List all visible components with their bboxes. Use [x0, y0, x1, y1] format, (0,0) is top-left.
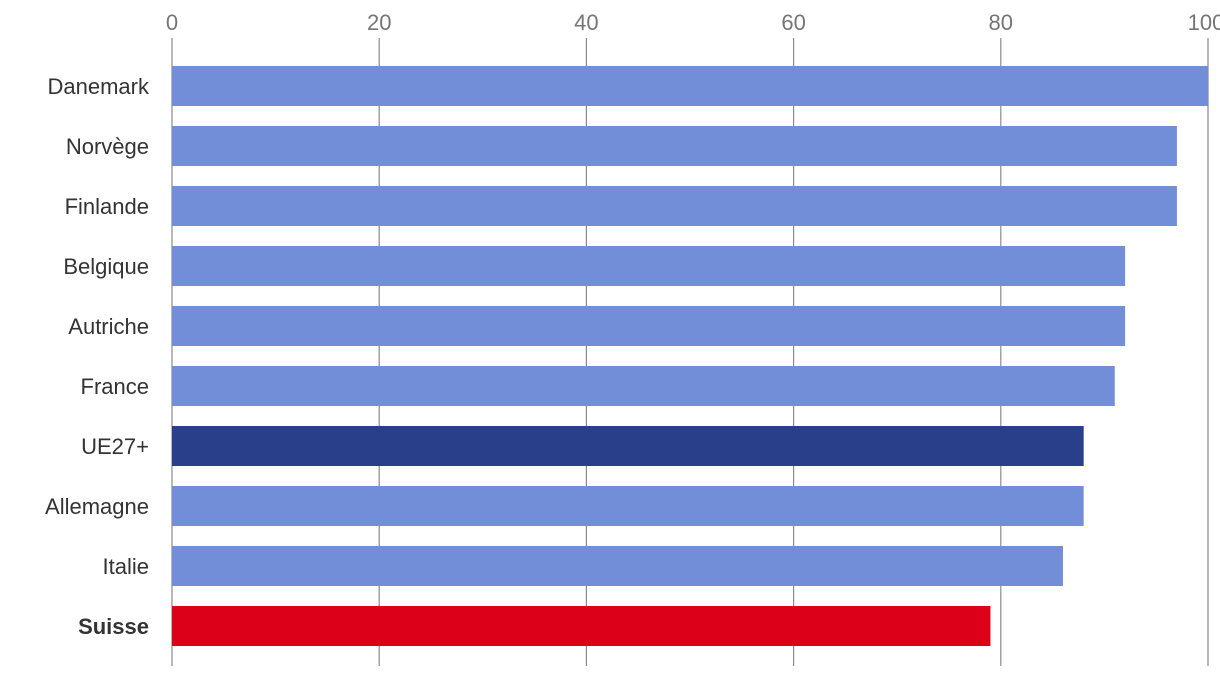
category-label: Allemagne	[45, 494, 149, 519]
x-tick-label: 40	[574, 10, 598, 35]
x-tick-label: 60	[781, 10, 805, 35]
bar-italie	[172, 546, 1063, 586]
bar-norv-ge	[172, 126, 1177, 166]
category-label: France	[81, 374, 149, 399]
x-tick-labels: 0 20 40 60 80 100	[166, 10, 1220, 35]
x-tick-label: 80	[989, 10, 1013, 35]
x-tick-label: 20	[367, 10, 391, 35]
bar-autriche	[172, 306, 1126, 346]
bar-danemark	[172, 66, 1208, 106]
bars	[172, 66, 1208, 646]
category-label: Belgique	[63, 254, 149, 279]
x-tick-label: 0	[166, 10, 178, 35]
category-label: Norvège	[66, 134, 149, 159]
bar-france	[172, 366, 1115, 406]
x-tick-label: 100	[1188, 10, 1220, 35]
category-label: UE27+	[81, 434, 149, 459]
bar-allemagne	[172, 486, 1084, 526]
bar-finlande	[172, 186, 1177, 226]
bar-belgique	[172, 246, 1126, 286]
bar-suisse	[172, 606, 991, 646]
category-labels: Danemark Norvège Finlande Belgique Autriche F…	[45, 74, 150, 639]
category-label: Danemark	[48, 74, 150, 99]
category-label: Finlande	[65, 194, 149, 219]
category-label: Suisse	[78, 614, 149, 639]
bar-ue27	[172, 426, 1084, 466]
category-label: Italie	[103, 554, 149, 579]
category-label: Autriche	[68, 314, 149, 339]
